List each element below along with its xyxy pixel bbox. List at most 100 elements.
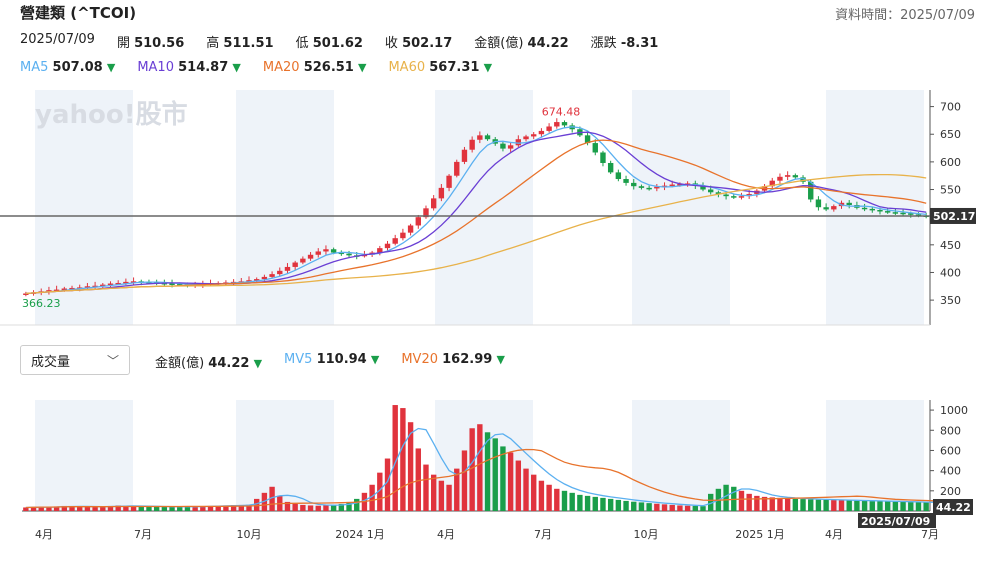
volume-tick-label: 1000 xyxy=(940,404,968,417)
volume-bar xyxy=(23,507,29,511)
volume-bar xyxy=(369,484,375,511)
candle-body xyxy=(654,186,660,189)
candle-body xyxy=(423,208,429,218)
volume-bar xyxy=(177,506,183,511)
volume-bar xyxy=(738,490,745,511)
candle-body xyxy=(69,287,75,290)
candle-body xyxy=(323,249,329,252)
ma-legend: MA5 507.08 ▼ MA10 514.87 ▼ MA20 526.51 ▼… xyxy=(20,60,514,75)
volume-bar xyxy=(323,505,329,511)
candle-body xyxy=(261,276,268,280)
ma5-legend: MA5 507.08 ▼ xyxy=(20,60,116,75)
candle-body xyxy=(407,225,414,233)
candle-body xyxy=(177,284,183,286)
candle-body xyxy=(246,280,252,282)
volume-bar xyxy=(469,428,475,511)
watermark: yahoo!股市 xyxy=(35,99,188,130)
volume-bar xyxy=(169,506,175,511)
candle-body xyxy=(708,189,714,193)
x-tick-label: 2024 1月 xyxy=(335,528,385,541)
candle-body xyxy=(638,186,645,188)
amount-legend: 金額(億) 44.22 ▼ xyxy=(155,356,263,371)
last-date-tag xyxy=(858,513,936,528)
volume-bar xyxy=(523,468,529,511)
down-triangle-icon: ▼ xyxy=(253,357,263,370)
candle-body xyxy=(792,175,799,178)
mv20-legend: MV20 162.99 ▼ xyxy=(401,352,505,367)
volume-bar xyxy=(438,480,445,511)
stat-amount: 金額(億) 44.22 xyxy=(474,36,569,51)
ma-line-ma10 xyxy=(25,131,927,295)
candle-body xyxy=(107,283,114,286)
candle-body xyxy=(123,281,129,284)
volume-bar xyxy=(184,506,191,511)
volume-bar xyxy=(638,502,645,511)
volume-bar xyxy=(461,450,468,511)
candle-body xyxy=(600,152,606,163)
volume-bar xyxy=(831,500,837,511)
indicator-select[interactable]: 成交量 ﹀ xyxy=(20,345,130,375)
volume-bar xyxy=(238,504,244,511)
data-timestamp: 資料時間：2025/07/09 xyxy=(835,8,975,23)
candle-body xyxy=(315,251,321,255)
candle-body xyxy=(454,161,460,176)
volume-bar xyxy=(723,484,729,511)
stat-low: 低 501.62 xyxy=(295,36,363,51)
candle-body xyxy=(615,172,622,180)
volume-bar xyxy=(684,505,691,511)
volume-bar xyxy=(300,504,306,511)
last-price-tag xyxy=(930,207,976,224)
quote-stats: 2025/07/09 開 510.56 高 511.51 低 501.62 收 … xyxy=(20,32,680,51)
x-tick-label: 7月 xyxy=(534,528,552,541)
candle-body xyxy=(777,176,783,181)
x-tick-label: 4月 xyxy=(825,528,843,541)
volume-bar xyxy=(923,502,929,511)
price-tick-label: 700 xyxy=(940,101,961,114)
candle-body xyxy=(723,194,729,197)
x-tick-label: 10月 xyxy=(237,528,262,541)
candle-body xyxy=(338,252,345,255)
volume-bar xyxy=(100,506,106,511)
volume-bar xyxy=(877,501,883,511)
candle-body xyxy=(646,187,652,190)
volume-bar xyxy=(515,460,522,511)
volume-bar xyxy=(392,405,398,511)
x-tick-label: 10月 xyxy=(634,528,659,541)
volume-bar xyxy=(577,494,583,511)
volume-bar xyxy=(554,488,560,511)
volume-bar xyxy=(92,506,98,511)
price-chart[interactable]: yahoo!股市350400450500550600650700502.1767… xyxy=(0,85,997,330)
volume-bar xyxy=(446,484,452,511)
volume-bar xyxy=(761,496,768,511)
x-tick-label: 7月 xyxy=(134,528,152,541)
volume-bar xyxy=(708,493,714,511)
candle-body xyxy=(392,238,398,244)
volume-legend: 金額(億) 44.22 ▼ MV5 110.94 ▼ MV20 162.99 ▼ xyxy=(155,352,527,371)
stat-change: 漲跌 -8.31 xyxy=(590,36,659,51)
volume-bar xyxy=(246,504,252,511)
volume-bar xyxy=(292,503,298,511)
volume-bar xyxy=(700,506,706,511)
candle-body xyxy=(684,183,691,185)
volume-bar xyxy=(338,503,345,511)
volume-tick-label: 200 xyxy=(940,485,961,498)
volume-bar xyxy=(454,468,460,511)
candle-body xyxy=(53,289,60,292)
time-band xyxy=(632,400,730,511)
volume-bar xyxy=(161,506,168,511)
time-band xyxy=(632,90,730,325)
volume-bar xyxy=(623,500,629,511)
volume-bar xyxy=(615,499,622,511)
candle-body xyxy=(46,290,52,292)
volume-bar xyxy=(500,446,506,511)
volume-bar xyxy=(592,496,598,511)
volume-bar xyxy=(607,498,614,511)
volume-bar xyxy=(138,506,144,511)
candle-body xyxy=(292,262,298,267)
candle-body xyxy=(592,143,598,153)
ma-line-ma60 xyxy=(25,173,927,295)
volume-bar xyxy=(230,505,237,511)
last-price-label: 502.17 xyxy=(933,210,975,223)
candle-body xyxy=(823,207,829,210)
volume-chart[interactable]: 200 400 600 800 1000 44.22 2025/07/09 4月 7月 10月 20… xyxy=(0,395,997,545)
